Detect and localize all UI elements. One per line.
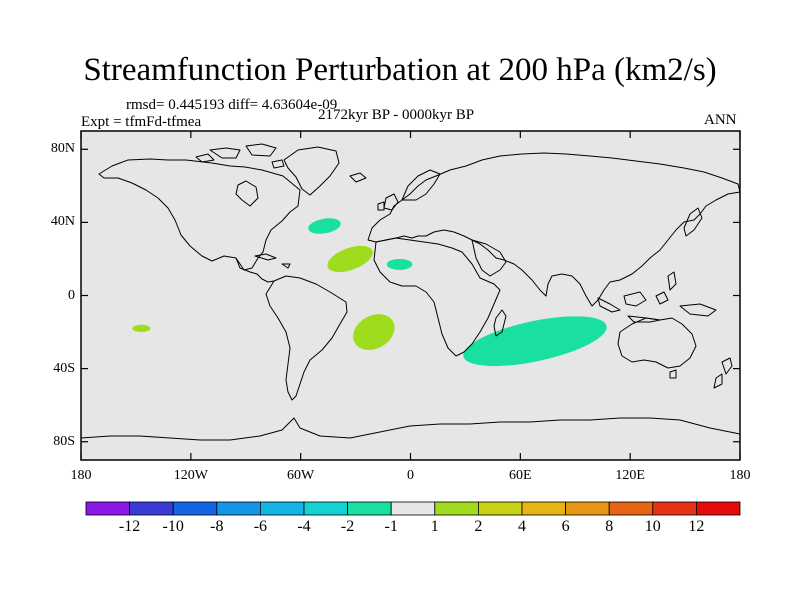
coastline-new-zealand [713,357,733,389]
coastline-central-america [235,257,275,283]
lon-label: 180 [70,468,92,483]
colorbar-label: 1 [430,518,439,535]
coastline-hudson-bay [235,180,259,207]
colorbar-label: -10 [162,518,184,535]
coastline-british-isles [377,193,399,211]
lon-label: 120E [615,468,645,483]
colorbar-box [434,501,479,516]
anomaly-layer [132,218,607,367]
lat-label: 40N [50,214,75,230]
coastline-caribbean [254,253,291,269]
map-title: Streamfunction Perturbation at 200 hPa (… [83,52,717,88]
colorbar-box [477,501,523,516]
colorbar-label: -6 [253,518,268,535]
map-background [81,131,740,460]
lat-label: 40S [53,360,75,376]
colorbar-label: 2 [474,518,483,535]
lat-label: 0 [68,287,75,303]
anomaly-north-atlantic-negative [308,218,341,234]
axis-ticks [80,131,741,460]
anomaly-indian-ocean-negative [463,316,607,367]
colorbar-box [172,501,218,516]
coastline-japan [683,207,703,237]
coastline-eurasia [367,152,741,307]
experiment-label: Expt = tfmFd-tfmea [81,114,202,130]
anomaly-south-atlantic-positive [353,314,395,351]
colorbar-box [608,501,654,516]
coastline-antarctica [80,417,741,441]
anomaly-west-africa-negative [386,258,413,270]
lon-label: 60W [287,468,315,483]
lon-label: 180 [729,468,751,483]
colorbar-label: -12 [118,518,141,535]
lon-label: 0 [407,468,414,483]
anomaly-west-atlantic-positive [327,245,373,273]
coastline-madagascar [493,309,507,337]
colorbar-label: 8 [605,518,614,535]
stats-text: rmsd= 0.445193 diff= 4.63604e-09 [126,97,338,113]
colorbar-box [129,501,174,516]
colorbar-label: 6 [561,518,570,535]
lon-label: 60E [509,468,532,483]
coastline-arctic-islands [195,143,285,169]
colorbar-label: 10 [644,518,661,535]
coastlines [80,143,741,441]
colorbar-label: -1 [384,518,398,535]
colorbar-box [85,501,130,516]
colorbar-box [216,501,261,516]
coastline-tasmania [669,369,677,379]
colorbar-label: -2 [340,518,355,535]
coastline-south-america [265,275,348,401]
colorbar-box [347,501,392,516]
coastline-indonesia [597,271,717,323]
coastline-arabia [471,239,507,277]
colorbar-label: 4 [518,518,526,535]
coastline-iceland [349,172,367,183]
colorbar-box [652,501,697,516]
colorbar-label: -8 [210,518,224,535]
colorbar-box [565,501,610,516]
coastline-africa [373,237,501,357]
period-label: 2172kyr BP - 0000kyr BP [318,107,475,123]
colorbar-label: 12 [688,518,705,535]
coastline-greenland [283,146,340,196]
colorbar-box [259,501,305,516]
coastline-scandinavia [401,169,441,201]
colorbar-box [696,501,741,516]
lat-label: 80S [53,433,75,449]
colorbar [85,501,741,516]
lat-label: 80N [50,141,75,157]
colorbar-box [390,501,436,516]
coastline-australia [617,317,697,369]
lon-label: 120W [173,468,208,483]
anomaly-south-pacific-positive [132,324,151,333]
colorbar-box [303,501,348,516]
season-label: ANN [704,112,737,128]
colorbar-label: -4 [297,518,311,535]
colorbar-box [521,501,566,516]
